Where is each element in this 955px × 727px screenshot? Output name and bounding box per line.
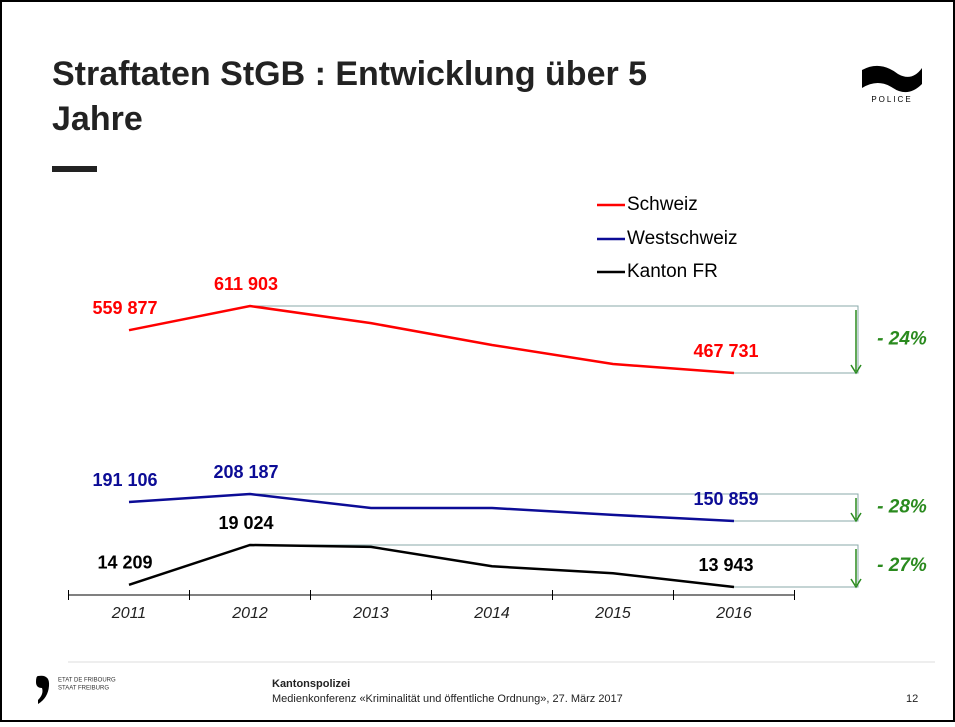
legend-label: Schweiz <box>627 194 698 215</box>
legend-label: Westschweiz <box>627 228 738 249</box>
police-logo: POLICE <box>862 65 922 104</box>
change-label: - 27% <box>877 555 927 576</box>
x-tick-label: 2014 <box>473 605 510 622</box>
value-label: 19 024 <box>218 513 273 533</box>
title-line: Jahre <box>52 100 143 138</box>
legend-label: Kanton FR <box>627 261 718 282</box>
reference-bracket <box>250 305 859 374</box>
value-label: 13 943 <box>698 555 753 575</box>
series-line <box>128 543 735 589</box>
x-tick-label: 2015 <box>594 605 631 622</box>
series-line <box>128 304 735 375</box>
series-line <box>128 492 735 523</box>
footer-event: Medienkonferenz «Kriminalität und öffent… <box>272 693 623 705</box>
title-line: Straftaten StGB : Entwicklung über 5 <box>52 55 647 93</box>
change-label: - 24% <box>877 329 927 350</box>
change-arrowhead <box>850 364 862 375</box>
value-label: 467 731 <box>693 341 758 361</box>
change-arrowhead <box>850 512 862 523</box>
value-label: 191 106 <box>92 470 157 490</box>
org-line: STAAT FREIBURG <box>58 686 109 692</box>
reference-bracket <box>250 544 859 588</box>
org-line: ETAT DE FRIBOURG <box>58 678 116 684</box>
footer-unit: Kantonspolizei <box>272 678 350 690</box>
title-dash <box>52 166 97 172</box>
value-label: 150 859 <box>693 489 758 509</box>
x-tick-label: 2011 <box>111 605 146 622</box>
reference-bracket <box>250 493 859 522</box>
logo-shape <box>862 65 922 93</box>
x-tick-label: 2013 <box>352 605 389 622</box>
change-label: - 28% <box>877 497 927 518</box>
x-tick-label: 2012 <box>231 605 268 622</box>
value-label: 611 903 <box>214 274 278 294</box>
change-arrowhead <box>850 578 862 589</box>
page-number: 12 <box>906 693 918 705</box>
state-logo <box>36 675 50 704</box>
value-label: 14 209 <box>97 553 152 573</box>
value-label: 208 187 <box>213 462 278 482</box>
value-label: 559 877 <box>92 298 157 318</box>
logo-text: POLICE <box>871 95 912 104</box>
x-tick-label: 2016 <box>715 605 752 622</box>
